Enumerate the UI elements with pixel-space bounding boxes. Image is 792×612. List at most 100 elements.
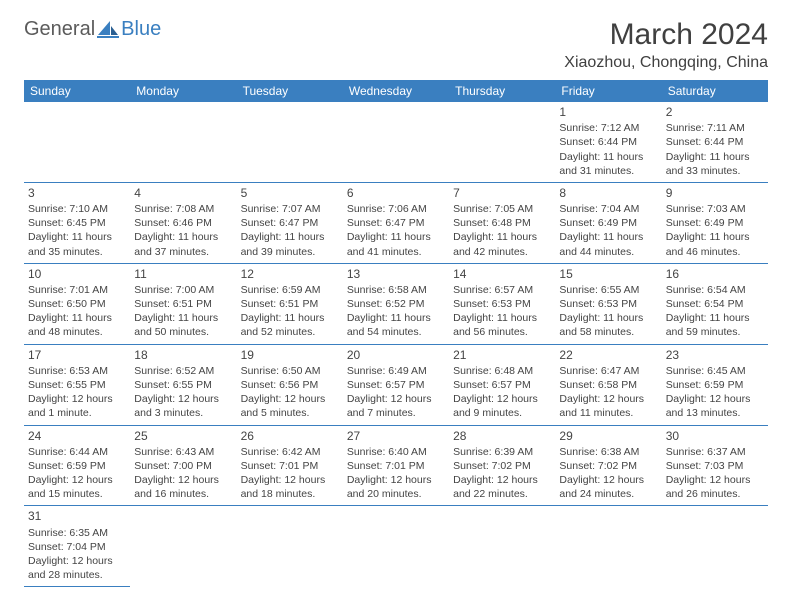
day-number: 29 [559, 428, 657, 444]
daylight-line: Daylight: 12 hours and 16 minutes. [134, 473, 232, 501]
daylight-line: Daylight: 11 hours and 35 minutes. [28, 230, 126, 258]
calendar-empty-cell [662, 506, 768, 587]
day-number: 1 [559, 104, 657, 120]
daylight-line: Daylight: 12 hours and 5 minutes. [241, 392, 339, 420]
calendar-day-cell: 11Sunrise: 7:00 AMSunset: 6:51 PMDayligh… [130, 263, 236, 344]
day-number: 11 [134, 266, 232, 282]
sunset-line: Sunset: 7:01 PM [347, 459, 445, 473]
calendar-empty-cell [237, 102, 343, 182]
sunrise-line: Sunrise: 6:58 AM [347, 283, 445, 297]
sunrise-line: Sunrise: 6:50 AM [241, 364, 339, 378]
sunrise-line: Sunrise: 6:35 AM [28, 526, 126, 540]
sunset-line: Sunset: 7:04 PM [28, 540, 126, 554]
sunset-line: Sunset: 7:01 PM [241, 459, 339, 473]
calendar-day-cell: 12Sunrise: 6:59 AMSunset: 6:51 PMDayligh… [237, 263, 343, 344]
sunset-line: Sunset: 6:47 PM [241, 216, 339, 230]
daylight-line: Daylight: 12 hours and 11 minutes. [559, 392, 657, 420]
daylight-line: Daylight: 11 hours and 42 minutes. [453, 230, 551, 258]
calendar-empty-cell [343, 102, 449, 182]
calendar-day-cell: 2Sunrise: 7:11 AMSunset: 6:44 PMDaylight… [662, 102, 768, 182]
sunrise-line: Sunrise: 6:52 AM [134, 364, 232, 378]
weekday-header: Sunday [24, 80, 130, 102]
calendar-day-cell: 8Sunrise: 7:04 AMSunset: 6:49 PMDaylight… [555, 182, 661, 263]
sunset-line: Sunset: 7:02 PM [453, 459, 551, 473]
day-number: 28 [453, 428, 551, 444]
day-number: 21 [453, 347, 551, 363]
sunrise-line: Sunrise: 6:44 AM [28, 445, 126, 459]
daylight-line: Daylight: 11 hours and 39 minutes. [241, 230, 339, 258]
calendar-empty-cell [555, 506, 661, 587]
sunrise-line: Sunrise: 7:04 AM [559, 202, 657, 216]
calendar-empty-cell [343, 506, 449, 587]
calendar-day-cell: 1Sunrise: 7:12 AMSunset: 6:44 PMDaylight… [555, 102, 661, 182]
sunset-line: Sunset: 6:53 PM [559, 297, 657, 311]
daylight-line: Daylight: 12 hours and 3 minutes. [134, 392, 232, 420]
sunset-line: Sunset: 6:49 PM [666, 216, 764, 230]
calendar-day-cell: 19Sunrise: 6:50 AMSunset: 6:56 PMDayligh… [237, 344, 343, 425]
calendar-day-cell: 25Sunrise: 6:43 AMSunset: 7:00 PMDayligh… [130, 425, 236, 506]
calendar-day-cell: 20Sunrise: 6:49 AMSunset: 6:57 PMDayligh… [343, 344, 449, 425]
sunrise-line: Sunrise: 6:37 AM [666, 445, 764, 459]
calendar-day-cell: 14Sunrise: 6:57 AMSunset: 6:53 PMDayligh… [449, 263, 555, 344]
sunset-line: Sunset: 6:51 PM [134, 297, 232, 311]
day-number: 30 [666, 428, 764, 444]
daylight-line: Daylight: 12 hours and 15 minutes. [28, 473, 126, 501]
weekday-header: Wednesday [343, 80, 449, 102]
sunset-line: Sunset: 6:53 PM [453, 297, 551, 311]
daylight-line: Daylight: 11 hours and 56 minutes. [453, 311, 551, 339]
calendar-day-cell: 29Sunrise: 6:38 AMSunset: 7:02 PMDayligh… [555, 425, 661, 506]
day-number: 15 [559, 266, 657, 282]
daylight-line: Daylight: 12 hours and 22 minutes. [453, 473, 551, 501]
day-number: 12 [241, 266, 339, 282]
daylight-line: Daylight: 11 hours and 54 minutes. [347, 311, 445, 339]
sunset-line: Sunset: 6:58 PM [559, 378, 657, 392]
calendar-day-cell: 13Sunrise: 6:58 AMSunset: 6:52 PMDayligh… [343, 263, 449, 344]
day-number: 4 [134, 185, 232, 201]
sunrise-line: Sunrise: 6:38 AM [559, 445, 657, 459]
sunrise-line: Sunrise: 6:55 AM [559, 283, 657, 297]
day-number: 22 [559, 347, 657, 363]
calendar-body: 1Sunrise: 7:12 AMSunset: 6:44 PMDaylight… [24, 102, 768, 587]
sunset-line: Sunset: 6:48 PM [453, 216, 551, 230]
calendar-day-cell: 30Sunrise: 6:37 AMSunset: 7:03 PMDayligh… [662, 425, 768, 506]
day-number: 19 [241, 347, 339, 363]
daylight-line: Daylight: 12 hours and 1 minute. [28, 392, 126, 420]
daylight-line: Daylight: 11 hours and 46 minutes. [666, 230, 764, 258]
sunset-line: Sunset: 6:54 PM [666, 297, 764, 311]
sunset-line: Sunset: 6:44 PM [559, 135, 657, 149]
day-number: 6 [347, 185, 445, 201]
day-number: 10 [28, 266, 126, 282]
sunrise-line: Sunrise: 6:57 AM [453, 283, 551, 297]
calendar-day-cell: 26Sunrise: 6:42 AMSunset: 7:01 PMDayligh… [237, 425, 343, 506]
calendar-day-cell: 5Sunrise: 7:07 AMSunset: 6:47 PMDaylight… [237, 182, 343, 263]
calendar-day-cell: 17Sunrise: 6:53 AMSunset: 6:55 PMDayligh… [24, 344, 130, 425]
sunrise-line: Sunrise: 7:06 AM [347, 202, 445, 216]
sunset-line: Sunset: 6:45 PM [28, 216, 126, 230]
calendar-empty-cell [449, 506, 555, 587]
sunset-line: Sunset: 6:46 PM [134, 216, 232, 230]
daylight-line: Daylight: 12 hours and 20 minutes. [347, 473, 445, 501]
calendar-day-cell: 6Sunrise: 7:06 AMSunset: 6:47 PMDaylight… [343, 182, 449, 263]
calendar-day-cell: 28Sunrise: 6:39 AMSunset: 7:02 PMDayligh… [449, 425, 555, 506]
day-number: 7 [453, 185, 551, 201]
day-number: 20 [347, 347, 445, 363]
day-number: 13 [347, 266, 445, 282]
daylight-line: Daylight: 12 hours and 7 minutes. [347, 392, 445, 420]
weekday-header: Monday [130, 80, 236, 102]
daylight-line: Daylight: 12 hours and 13 minutes. [666, 392, 764, 420]
sunset-line: Sunset: 6:44 PM [666, 135, 764, 149]
calendar-day-cell: 15Sunrise: 6:55 AMSunset: 6:53 PMDayligh… [555, 263, 661, 344]
day-number: 26 [241, 428, 339, 444]
daylight-line: Daylight: 12 hours and 28 minutes. [28, 554, 126, 582]
day-number: 2 [666, 104, 764, 120]
day-number: 18 [134, 347, 232, 363]
calendar-table: SundayMondayTuesdayWednesdayThursdayFrid… [24, 80, 768, 587]
day-number: 17 [28, 347, 126, 363]
calendar-day-cell: 22Sunrise: 6:47 AMSunset: 6:58 PMDayligh… [555, 344, 661, 425]
calendar-empty-cell [24, 102, 130, 182]
daylight-line: Daylight: 12 hours and 24 minutes. [559, 473, 657, 501]
sunset-line: Sunset: 7:00 PM [134, 459, 232, 473]
sunrise-line: Sunrise: 7:05 AM [453, 202, 551, 216]
weekday-header: Tuesday [237, 80, 343, 102]
sunrise-line: Sunrise: 7:00 AM [134, 283, 232, 297]
